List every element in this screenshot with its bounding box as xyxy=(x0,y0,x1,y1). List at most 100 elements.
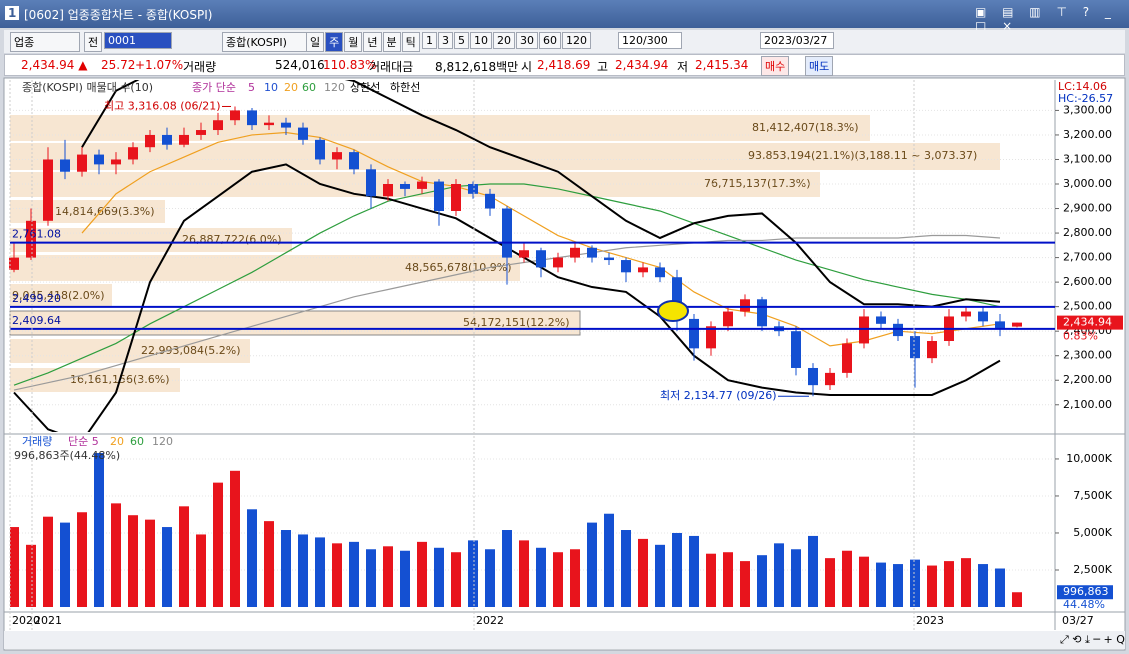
legend-item: 5 xyxy=(248,81,255,94)
candle-body xyxy=(927,340,937,359)
volume-legend-item: 120 xyxy=(152,435,173,448)
candle-body xyxy=(553,257,563,268)
candle-body xyxy=(519,250,529,258)
volume-bar xyxy=(910,559,920,607)
volume-bar xyxy=(94,453,104,607)
toolbar-button[interactable]: 년 xyxy=(363,32,382,52)
rate: +1.07% xyxy=(135,58,184,72)
volume-bar xyxy=(383,546,393,607)
code-input[interactable]: 0001 xyxy=(104,32,172,49)
volume-bar xyxy=(944,561,954,607)
toolbar-button[interactable]: 1 xyxy=(422,32,437,49)
toolbar-button[interactable]: 5 xyxy=(454,32,469,49)
candle-body xyxy=(706,326,716,349)
count-field[interactable]: 120/300 xyxy=(618,32,682,49)
volume-bar xyxy=(536,547,546,607)
window-badge: 1 xyxy=(5,6,20,20)
toolbar-button[interactable]: 일 xyxy=(306,32,325,52)
candle-body xyxy=(961,311,971,317)
candle-body xyxy=(349,152,359,170)
market-select[interactable]: 업종 xyxy=(10,32,80,52)
toolbar-button[interactable]: 120 xyxy=(562,32,591,49)
candle-body xyxy=(638,267,648,273)
volume-bar xyxy=(247,509,257,607)
scrollbar[interactable] xyxy=(4,631,1125,649)
candle-body xyxy=(315,139,325,160)
legend-item: 60 xyxy=(302,81,316,94)
volume-bar xyxy=(281,530,291,607)
candle-body xyxy=(910,336,920,359)
volume-bar xyxy=(808,535,818,607)
candle-body xyxy=(604,257,614,261)
date-field[interactable]: 2023/03/27 xyxy=(760,32,834,49)
volume-bar xyxy=(43,516,53,607)
volume-tick-label: 7,500K xyxy=(1073,489,1112,502)
sell-button[interactable]: 매도 xyxy=(805,56,834,76)
y-tick-label: 3,100.00 xyxy=(1063,152,1112,165)
toolbar-button[interactable]: 60 xyxy=(539,32,561,49)
last-price-box xyxy=(1057,315,1123,330)
low-label: 저 xyxy=(677,60,689,74)
candle-body xyxy=(179,134,189,145)
amount: 8,812,618백만 xyxy=(435,60,519,74)
profile-band xyxy=(10,284,112,307)
date-label: 2021 xyxy=(34,614,62,627)
candle-body xyxy=(978,311,988,322)
volume-bar xyxy=(332,543,342,607)
candle-body xyxy=(995,321,1005,329)
candle-body xyxy=(825,372,835,386)
high-label: 고 xyxy=(597,60,609,74)
volume-bar xyxy=(876,562,886,607)
all-button[interactable]: 전 xyxy=(84,32,103,52)
legend-item: 종합(KOSPI) 매물대 수(10) xyxy=(22,81,153,94)
legend-item: 10 xyxy=(264,81,278,94)
y-tick-label: 3,200.00 xyxy=(1063,128,1112,141)
y-tick-label: 2,500.00 xyxy=(1063,300,1112,313)
date-label: 2020 xyxy=(12,614,40,627)
volume-bar xyxy=(485,549,495,607)
profile-label: 48,565,678(10.9%) xyxy=(405,261,512,274)
y-tick-label: 3,000.00 xyxy=(1063,177,1112,190)
toolbar-button[interactable]: 3 xyxy=(438,32,453,49)
toolbar-button[interactable]: 분 xyxy=(382,32,401,52)
last-volume-rate: 44.48% xyxy=(1063,598,1105,611)
toolbar-button[interactable]: 주 xyxy=(325,32,344,52)
profile-label: 81,412,407(18.3%) xyxy=(752,121,859,134)
ma-line xyxy=(81,80,1001,308)
low-label: 최저 2,134.77 (09/26) xyxy=(660,389,777,402)
y-tick-label: 2,100.00 xyxy=(1063,398,1112,411)
change: 25.72 xyxy=(101,58,136,72)
volume-bar xyxy=(638,538,648,607)
volume-bar xyxy=(553,552,563,607)
volume-last-legend: 996,863주(44.48%) xyxy=(14,449,120,462)
toolbar-button[interactable]: 20 xyxy=(493,32,515,49)
volume-rate: 110.83% xyxy=(323,58,377,72)
profile-label: 54,172,151(12.2%) xyxy=(463,316,570,329)
price: 2,434.94 ▲ xyxy=(21,58,88,72)
volume-bar xyxy=(842,550,852,607)
window-controls[interactable]: ▣ ▤ ▥ ⊤ ? _ □ × xyxy=(975,5,1117,33)
y-tick-label: 2,300.00 xyxy=(1063,349,1112,362)
toolbar-button[interactable]: 월 xyxy=(344,32,363,52)
toolbar-button[interactable]: 30 xyxy=(516,32,538,49)
candle-body xyxy=(383,184,393,197)
toolbar-button[interactable]: 10 xyxy=(470,32,492,49)
volume-label: 거래량 xyxy=(183,60,217,74)
scroll-tools[interactable]: ⤢ ⟲ ⤓ ─ + Q ↕ xyxy=(1060,633,1129,646)
candle-body xyxy=(536,250,546,268)
volume-bar xyxy=(128,515,138,607)
candle-body xyxy=(400,184,410,189)
buy-button[interactable]: 매수 xyxy=(761,56,790,76)
volume-bar xyxy=(298,534,308,607)
volume-bar xyxy=(672,532,682,607)
ma-line xyxy=(13,183,1001,386)
profile-label: 22,993,084(5.2%) xyxy=(141,344,241,357)
candle-body xyxy=(876,316,886,324)
window-title: [0602] 업종종합차트 - 종합(KOSPI) xyxy=(24,8,213,22)
toolbar-button[interactable]: 틱 xyxy=(401,32,420,52)
candle-body xyxy=(213,120,223,131)
y-tick-label: 2,800.00 xyxy=(1063,226,1112,239)
